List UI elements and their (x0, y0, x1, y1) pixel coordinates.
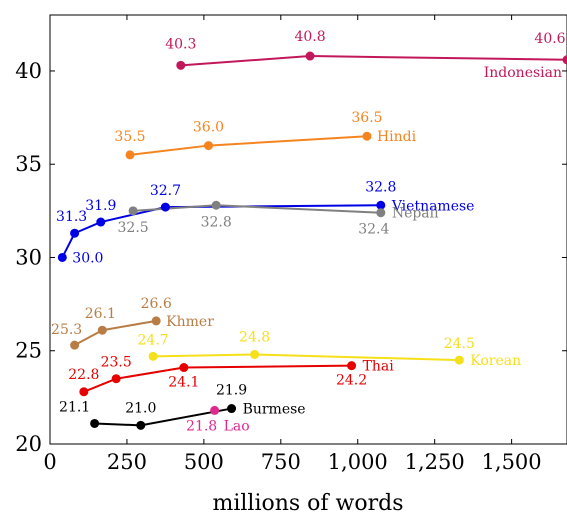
series-name-hindi: Hindi (377, 129, 417, 145)
data-label-vietnamese: 31.9 (85, 198, 116, 214)
data-point-nepali (376, 208, 386, 218)
x-axis-title: millions of words (212, 491, 403, 516)
data-label-indonesian: 40.3 (165, 36, 196, 52)
x-tick-label: 1,250 (405, 450, 465, 474)
data-label-vietnamese: 31.3 (56, 209, 87, 225)
series-lines (61, 55, 567, 427)
data-point-thai (79, 387, 89, 397)
data-point-nepali (211, 200, 221, 210)
series-name-korean: Korean (470, 353, 521, 369)
data-label-korean: 24.7 (138, 332, 169, 348)
data-label-lao: 21.8 (186, 418, 217, 434)
data-point-korean (250, 349, 260, 359)
y-tick-label: 25 (15, 339, 42, 363)
data-label-khmer: 26.1 (85, 306, 116, 322)
data-point-indonesian (562, 55, 567, 65)
data-label-khmer: 26.6 (141, 296, 172, 312)
data-label-khmer: 25.3 (51, 322, 82, 338)
data-label-korean: 24.5 (444, 336, 475, 352)
data-label-hindi: 35.5 (114, 129, 145, 145)
series-name-thai: Thai (363, 359, 395, 375)
data-label-indonesian: 40.6 (534, 31, 565, 47)
y-axis-ticks: 20 25 30 35 40 (15, 59, 567, 456)
data-point-burmese (136, 420, 146, 430)
data-point-vietnamese (96, 217, 106, 227)
data-label-nepali: 32.4 (358, 222, 389, 238)
data-point-khmer (97, 325, 107, 335)
data-label-hindi: 36.5 (351, 110, 382, 126)
data-point-indonesian (305, 51, 315, 61)
data-point-burmese (227, 404, 237, 414)
data-point-khmer (70, 340, 80, 350)
data-labels: 40.3 40.8 40.6 35.5 36.0 36.5 30.0 31.331.9 32.7… (51, 29, 566, 434)
data-point-hindi (125, 150, 135, 160)
data-label-thai: 22.8 (68, 367, 99, 383)
x-tick-label: 0 (43, 450, 56, 474)
series-line-korean (153, 353, 460, 362)
y-tick-label: 20 (15, 432, 42, 456)
data-point-vietnamese (160, 202, 170, 212)
data-point-thai (179, 363, 189, 373)
series-name-nepali: Nepali (392, 206, 439, 222)
x-tick-label: 250 (107, 450, 147, 474)
y-tick-label: 30 (15, 245, 42, 269)
data-point-lao (210, 405, 220, 415)
data-point-thai (347, 361, 357, 371)
series-line-hindi (129, 135, 368, 156)
data-point-thai (111, 374, 121, 384)
data-point-khmer (151, 316, 161, 326)
data-label-indonesian: 40.8 (294, 29, 325, 45)
data-point-hindi (203, 141, 213, 151)
data-label-vietnamese: 30.0 (72, 250, 103, 266)
data-label-vietnamese: 32.8 (365, 179, 396, 195)
data-label-thai: 24.1 (168, 375, 199, 391)
data-point-nepali (128, 206, 138, 216)
data-label-burmese: 21.9 (216, 383, 247, 399)
series-name-indonesian: Indonesian (484, 65, 562, 81)
data-label-burmese: 21.0 (125, 400, 156, 416)
data-point-burmese (90, 418, 100, 428)
x-tick-label: 750 (261, 450, 301, 474)
x-tick-label: 1,000 (328, 450, 388, 474)
data-label-nepali: 32.8 (201, 214, 232, 230)
series-name-burmese: Burmese (243, 402, 306, 418)
data-label-korean: 24.8 (239, 329, 270, 345)
data-label-hindi: 36.0 (193, 120, 224, 136)
x-axis-ticks: 0 250 500 750 1,000 1,250 1,500 (43, 15, 542, 474)
x-tick-label: 1,500 (482, 450, 542, 474)
series-points (57, 51, 567, 430)
data-point-vietnamese (70, 228, 80, 238)
plot-frame (49, 14, 567, 445)
data-point-korean (148, 351, 158, 361)
series-name-lao: Lao (224, 418, 250, 434)
y-tick-label: 40 (15, 59, 42, 83)
data-label-burmese: 21.1 (59, 399, 90, 415)
data-point-hindi (362, 131, 372, 141)
data-point-vietnamese (376, 200, 386, 210)
y-tick-label: 35 (15, 152, 42, 176)
series-name-khmer: Khmer (166, 314, 214, 330)
data-label-thai: 23.5 (101, 355, 132, 371)
series-name-vietnamese: Vietnamese (391, 198, 475, 214)
data-label-thai: 24.2 (336, 373, 367, 389)
x-tick-label: 500 (184, 450, 224, 474)
data-point-vietnamese (57, 252, 67, 262)
data-point-korean (454, 355, 464, 365)
data-label-nepali: 32.5 (118, 220, 149, 236)
series-line-thai (83, 364, 352, 393)
data-label-vietnamese: 32.7 (150, 183, 181, 199)
data-point-indonesian (176, 60, 186, 70)
